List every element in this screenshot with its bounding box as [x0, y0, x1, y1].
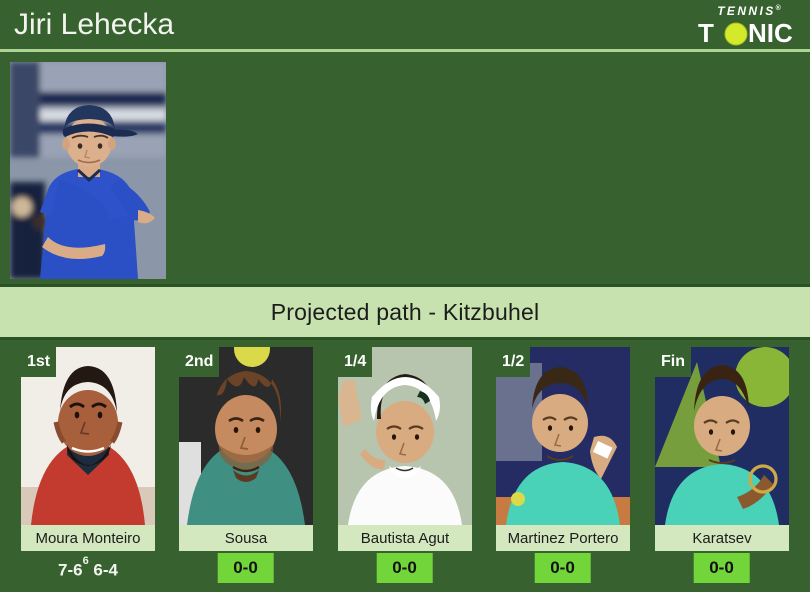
svg-text:T: T: [698, 19, 714, 47]
svg-text:NIC: NIC: [748, 19, 793, 47]
